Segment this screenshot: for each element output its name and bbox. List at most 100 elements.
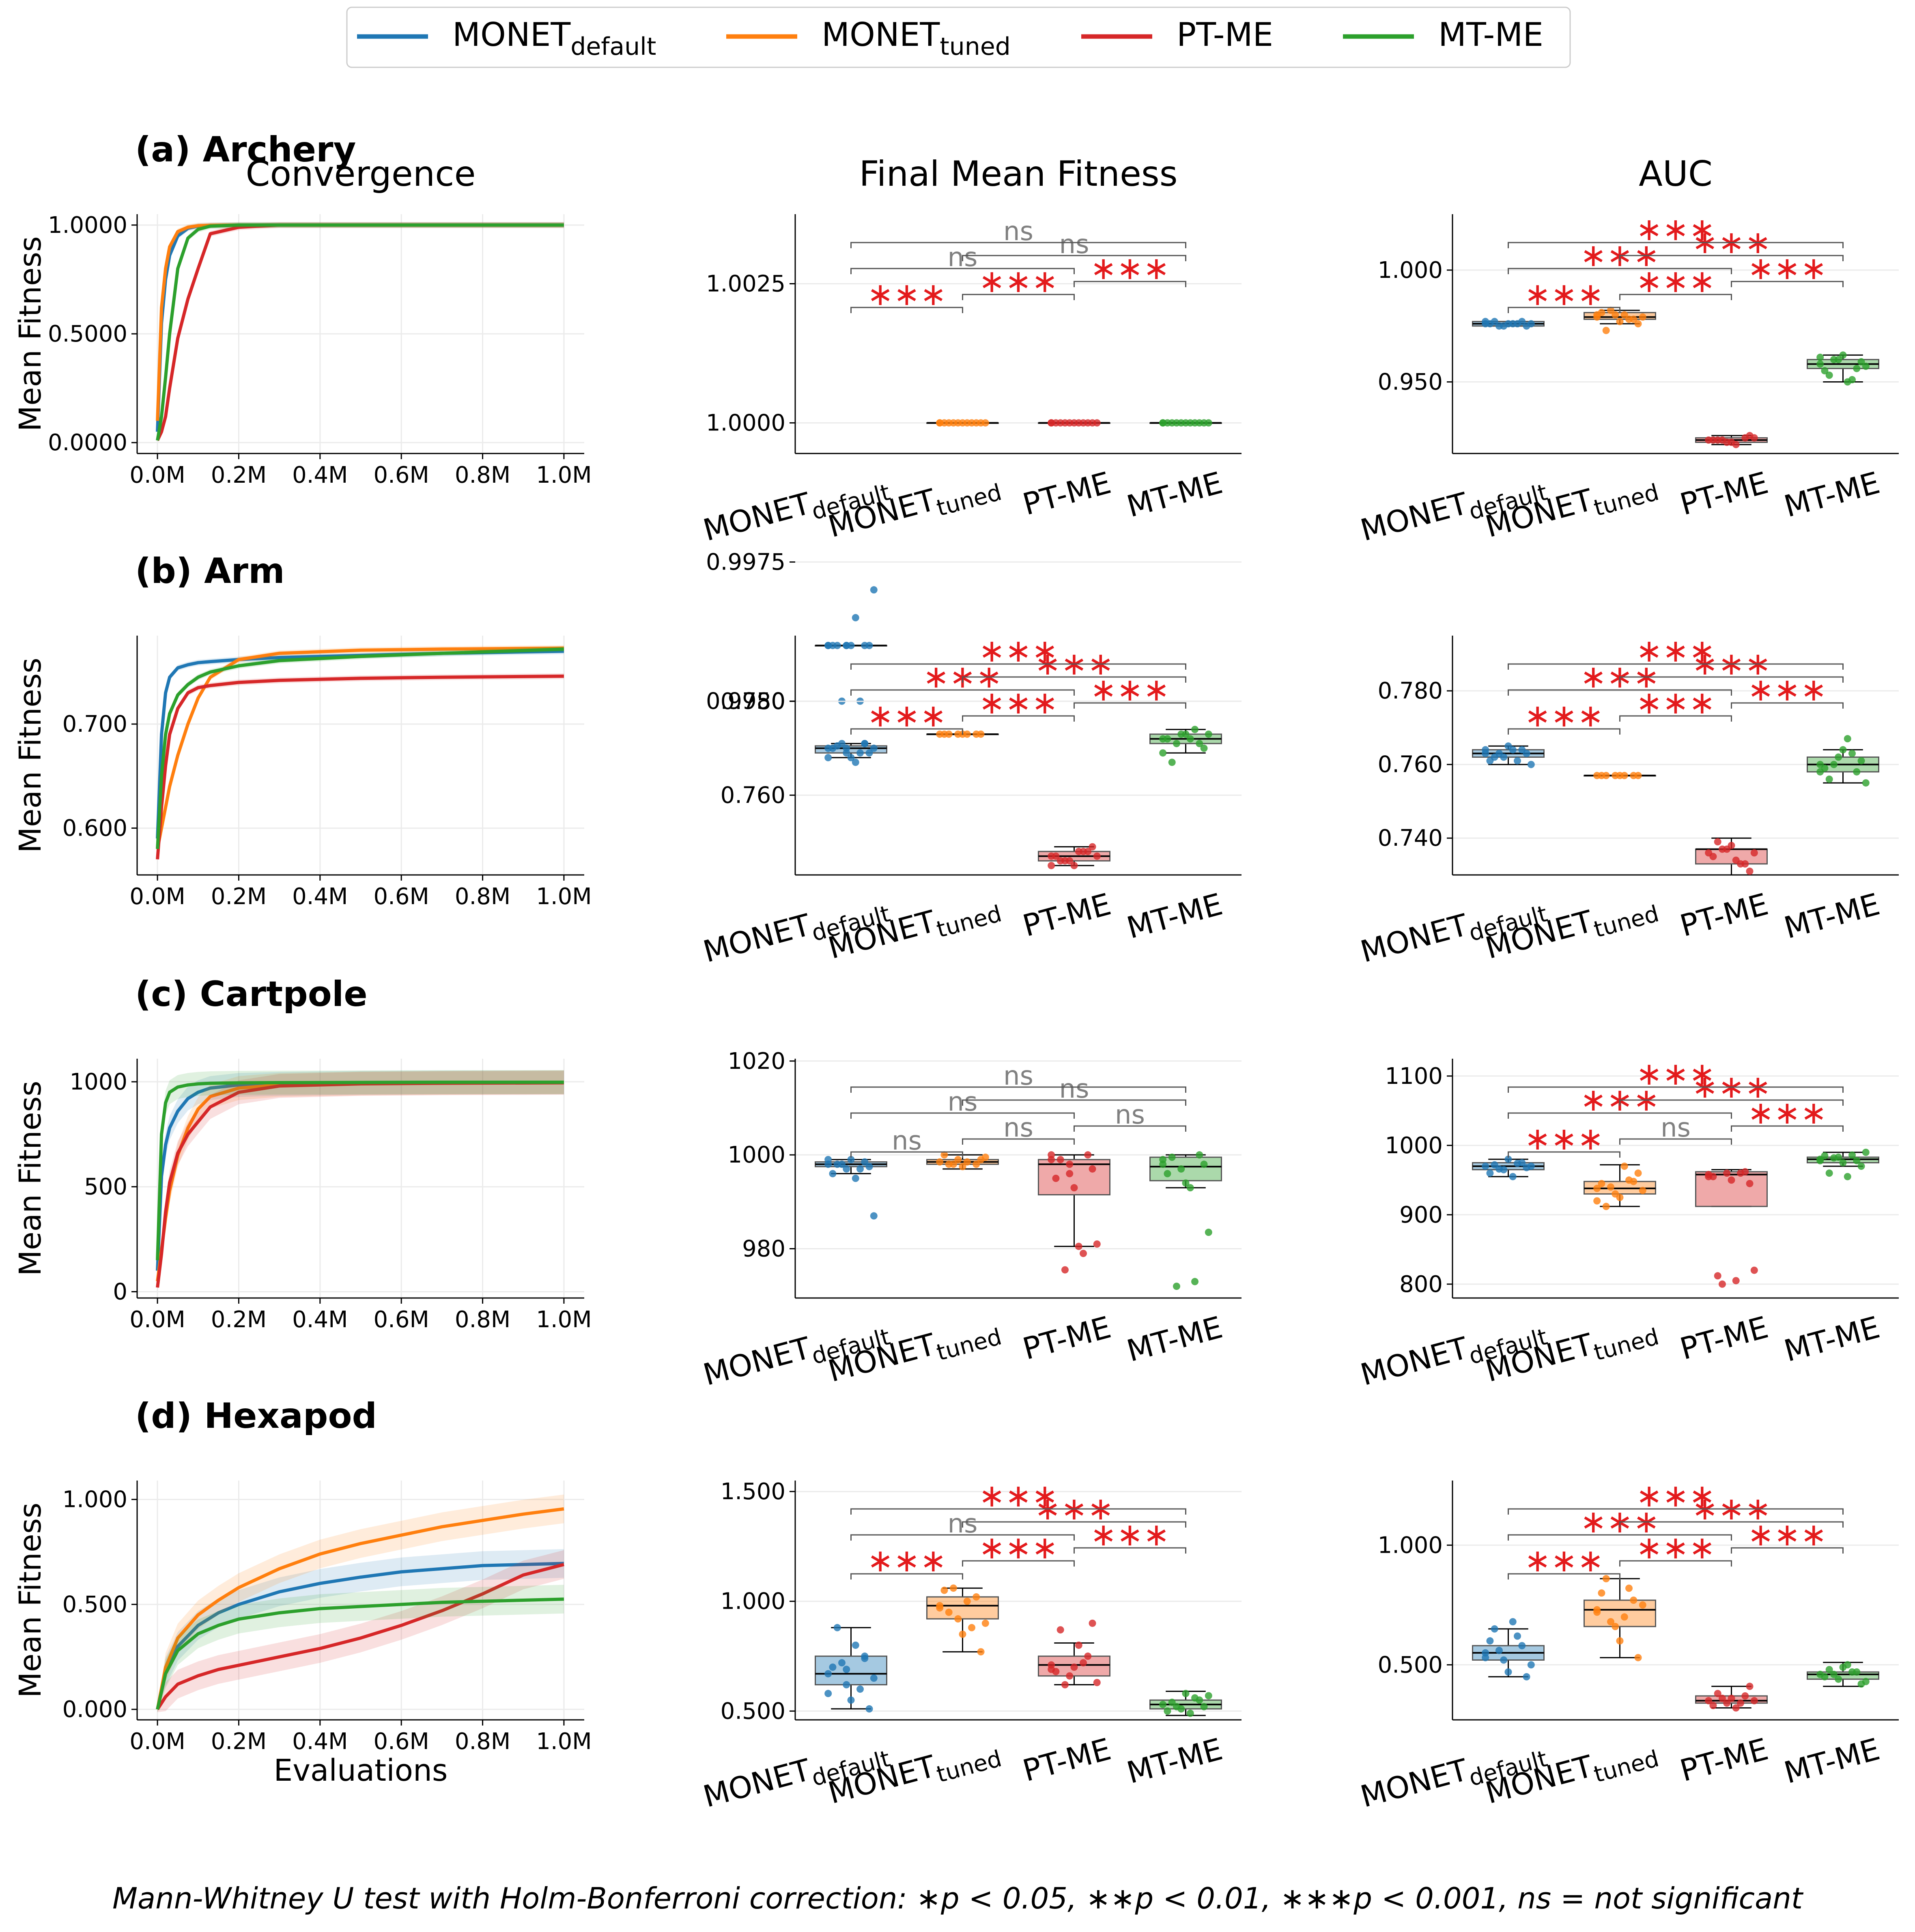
data-point (1718, 1694, 1726, 1702)
data-point (1616, 1637, 1624, 1645)
data-point (936, 1604, 944, 1612)
convergence-chart: 0.0M 0.2M 0.4M 0.6M 0.8M 1.0M 0.0000 0.5000 1.00… (13, 154, 592, 488)
x-tick-label: MONETtuned (1482, 465, 1662, 550)
data-point (1741, 1692, 1749, 1700)
bracket-line (1619, 1560, 1732, 1567)
column-title: AUC (1639, 154, 1713, 194)
data-point (1527, 1661, 1535, 1669)
data-point (949, 1160, 957, 1168)
data-point (1723, 1169, 1731, 1177)
data-point (1612, 311, 1619, 319)
data-point (1620, 1163, 1628, 1170)
significance-label: ∗∗∗ (1090, 250, 1170, 287)
data-point (852, 1175, 859, 1182)
legend-label: MONETdefault (452, 16, 656, 61)
bracket-line (962, 1521, 1186, 1528)
bracket-line (1508, 1086, 1844, 1093)
significance-label: ∗∗∗ (1747, 1517, 1827, 1553)
data-point (1173, 740, 1180, 748)
bracket-line (1508, 307, 1620, 313)
data-point (1066, 1672, 1074, 1680)
data-point (1634, 772, 1642, 779)
y-tick-label: 0.000 (62, 1696, 127, 1723)
data-point (1630, 1597, 1637, 1604)
data-point (838, 1659, 846, 1667)
data-point (1728, 1694, 1735, 1702)
bracket-line (1619, 1521, 1844, 1528)
data-point (1186, 735, 1194, 743)
x-tick-label: 1.0M (536, 1307, 592, 1333)
x-tick-label: MT-ME (1123, 465, 1226, 524)
series-band (157, 222, 564, 441)
data-point (1746, 867, 1754, 875)
bracket-line (1074, 1125, 1186, 1132)
legend: MONETdefault MONETtuned PT-ME MT-ME (346, 6, 1571, 68)
significance-bracket: ∗∗∗ (1508, 1121, 1620, 1158)
x-tick-label: 0.0M (129, 1728, 185, 1755)
y-tick-label: 0.950 (1378, 369, 1443, 395)
data-point (1168, 1698, 1176, 1706)
data-point (843, 1681, 850, 1689)
box-MONETdefault (1472, 318, 1545, 330)
significance-bracket: ∗∗∗ (1731, 1095, 1844, 1132)
y-axis-label: Mean Fitness (13, 236, 48, 431)
data-point (1482, 1654, 1489, 1661)
data-point (829, 1170, 837, 1178)
x-tick-label: 0.4M (292, 1728, 348, 1755)
data-point (1159, 1160, 1167, 1168)
data-point (1164, 735, 1171, 743)
data-point (1839, 746, 1847, 754)
significance-bracket: ∗∗∗ (1731, 672, 1844, 709)
data-point (1750, 1266, 1758, 1274)
series-line (156, 647, 564, 849)
data-point (968, 419, 976, 427)
column-title: Final Mean Fitness (859, 154, 1177, 194)
significance-bracket: ns (962, 230, 1186, 261)
y-tick-label: 0.0000 (48, 430, 127, 456)
box-MT-ME (1149, 726, 1222, 766)
data-point (1066, 1160, 1074, 1168)
x-tick-label-main: PT-ME (1019, 887, 1115, 943)
data-point (1709, 1702, 1717, 1709)
box-PT-ME (1038, 843, 1110, 869)
data-point (847, 754, 855, 761)
data-point (963, 1158, 971, 1166)
data-point (1607, 307, 1614, 314)
data-point (1200, 744, 1208, 752)
data-point (1625, 1584, 1633, 1592)
x-tick-label: 0.6M (373, 1728, 429, 1755)
data-point (1816, 353, 1824, 361)
x-tick-label: MT-ME (1781, 1732, 1884, 1790)
data-point (843, 1666, 850, 1673)
significance-label: ∗∗∗ (1524, 276, 1604, 313)
panel-title: (b) Arm (135, 551, 285, 591)
significance-label: ∗∗∗ (1524, 1543, 1604, 1579)
data-point (1853, 768, 1861, 776)
significance-label: ∗∗∗ (1747, 1095, 1827, 1131)
final-fitness-chart: 0.99500.99751.00001.0025MONETdefaultMONE… (699, 154, 1242, 715)
data-point (1518, 1642, 1526, 1650)
data-point (1732, 1704, 1740, 1712)
significance-label: ns (1059, 230, 1089, 260)
significance-label: ∗∗∗ (1636, 1530, 1715, 1566)
bracket-line (962, 1138, 1075, 1145)
data-point (1048, 1666, 1055, 1673)
series-line (156, 223, 564, 441)
data-point (1052, 852, 1060, 860)
data-point (1816, 1157, 1824, 1165)
data-point (1616, 1194, 1624, 1201)
series-PT-ME (156, 1071, 564, 1290)
y-tick-label: 1.000 (1378, 257, 1443, 284)
data-point (1862, 1148, 1870, 1156)
data-point (861, 740, 869, 748)
data-point (1639, 313, 1646, 321)
data-point (1205, 1229, 1212, 1236)
significance-bracket: ∗∗∗ (1508, 633, 1844, 670)
data-point (843, 642, 850, 649)
data-point (838, 1160, 846, 1168)
x-tick-label-main: MT-ME (1123, 1310, 1226, 1369)
data-point (1527, 320, 1535, 328)
x-tick-label: MT-ME (1781, 1310, 1884, 1369)
x-tick-label: MT-ME (1123, 1310, 1226, 1369)
